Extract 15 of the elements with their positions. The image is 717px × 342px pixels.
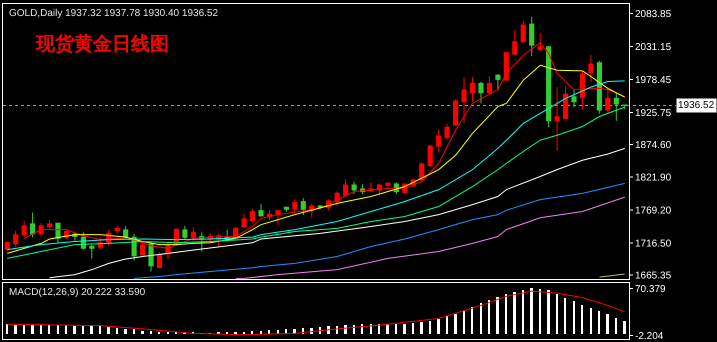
- chart-title: GOLD,Daily 1937.32 1937.78 1930.40 1936.52: [9, 8, 218, 19]
- y-tick-label: 1665.35: [635, 270, 672, 282]
- ref-line-label: 1936.52: [678, 100, 715, 111]
- text: 现货黄金日线图: [35, 33, 169, 55]
- y-tick-label: 1821.90: [635, 172, 672, 184]
- y-tick-label: 70.379: [635, 284, 666, 295]
- y-tick-label: 1716.50: [635, 238, 672, 250]
- y-tick-label: 1978.45: [635, 74, 672, 86]
- y-tick-label: -2.204: [635, 330, 664, 342]
- y-tick-label: 2083.85: [635, 8, 672, 20]
- chart-title: MACD(12,26,9) 20.222 33.590: [9, 287, 146, 298]
- y-tick-label: 2031.15: [635, 42, 672, 53]
- y-tick-label: 1769.20: [635, 206, 672, 217]
- y-tick-label: 1874.60: [635, 140, 672, 151]
- y-tick-label: 1925.75: [635, 108, 672, 119]
